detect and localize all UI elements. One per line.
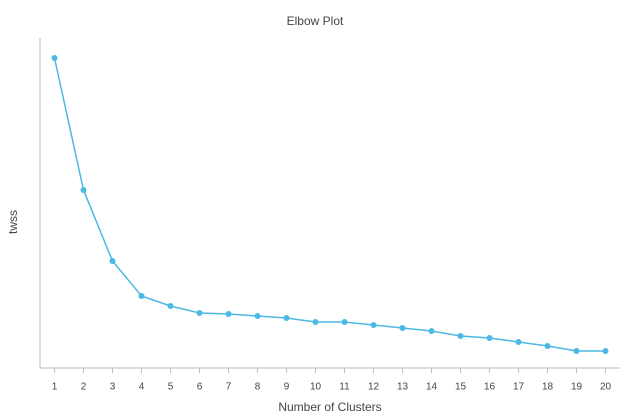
point (109, 258, 116, 264)
x-tick-label: 9 (284, 382, 290, 393)
point (341, 319, 348, 325)
x-tick-label: 7 (226, 382, 232, 393)
x-tick-label: 3 (110, 382, 116, 393)
point (80, 187, 87, 193)
x-tick-label: 5 (168, 382, 174, 393)
x-tick-label: 18 (542, 382, 554, 393)
x-tick-label: 13 (397, 382, 409, 393)
point (370, 322, 377, 328)
x-tick-label: 19 (571, 382, 583, 393)
x-tick-label: 16 (484, 382, 496, 393)
point (602, 348, 609, 354)
x-tick-label: 20 (600, 382, 612, 393)
point (225, 311, 232, 317)
x-axis-label: Number of Clusters (278, 400, 381, 414)
x-tick-label: 1 (52, 382, 58, 393)
point (544, 343, 551, 349)
point (138, 293, 145, 299)
x-tick-label: 4 (139, 382, 145, 393)
point (399, 325, 406, 331)
point (457, 333, 464, 339)
point (428, 328, 435, 334)
point (254, 313, 261, 319)
x-tick-label: 2 (81, 382, 87, 393)
line (53, 57, 606, 352)
point (196, 310, 203, 316)
point (573, 348, 580, 354)
chart-title: Elbow Plot (287, 14, 344, 28)
point (312, 319, 319, 325)
x-tick-label: 12 (368, 382, 380, 393)
x-tick-label: 6 (197, 382, 203, 393)
point (515, 339, 522, 345)
x-tick-label: 8 (255, 382, 261, 393)
point (283, 315, 290, 321)
point (167, 303, 174, 309)
point (486, 335, 493, 341)
x-tick-label: 11 (339, 382, 350, 393)
x-tick-label: 17 (513, 382, 525, 393)
x-tick-label: 15 (455, 382, 467, 393)
point (51, 55, 58, 61)
x-tick-label: 10 (310, 382, 322, 393)
x-tick-label: 14 (426, 382, 438, 393)
y-axis-label: twss (6, 210, 20, 234)
